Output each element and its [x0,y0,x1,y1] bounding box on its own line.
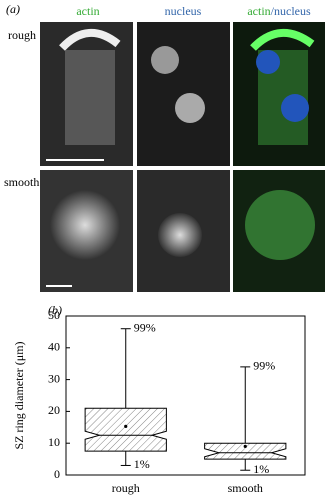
panel-label: (a) [6,2,20,16]
column-header: nucleus [165,4,202,18]
header-part: / [271,4,275,18]
box [204,442,287,460]
y-tick-label: 40 [48,340,60,354]
mean [124,424,128,428]
header-part: actin [247,4,270,18]
header-part: nucleus [274,4,311,18]
whisker-label: 99% [134,320,156,334]
y-tick-label: 20 [48,403,60,417]
column-header: actin/nucleus [247,4,311,18]
column-header: actin [76,4,99,18]
y-tick-label: 30 [48,371,60,385]
x-tick-label: smooth [228,481,263,495]
whisker-label: 1% [134,457,150,471]
whisker-label: 1% [253,462,269,476]
y-tick-label: 50 [48,308,60,322]
x-tick-label: rough [112,481,140,495]
box [84,407,167,452]
row-label: rough [8,28,36,42]
y-tick-label: 0 [54,467,60,481]
whisker-label: 99% [253,359,275,373]
y-tick-label: 10 [48,435,60,449]
panel-label: (b) [48,303,62,317]
row-label: smooth [4,175,39,189]
plot-frame [65,315,306,476]
micrographs [40,22,325,292]
mean [243,444,247,448]
y-axis-label: SZ ring diameter (μm) [12,341,26,449]
